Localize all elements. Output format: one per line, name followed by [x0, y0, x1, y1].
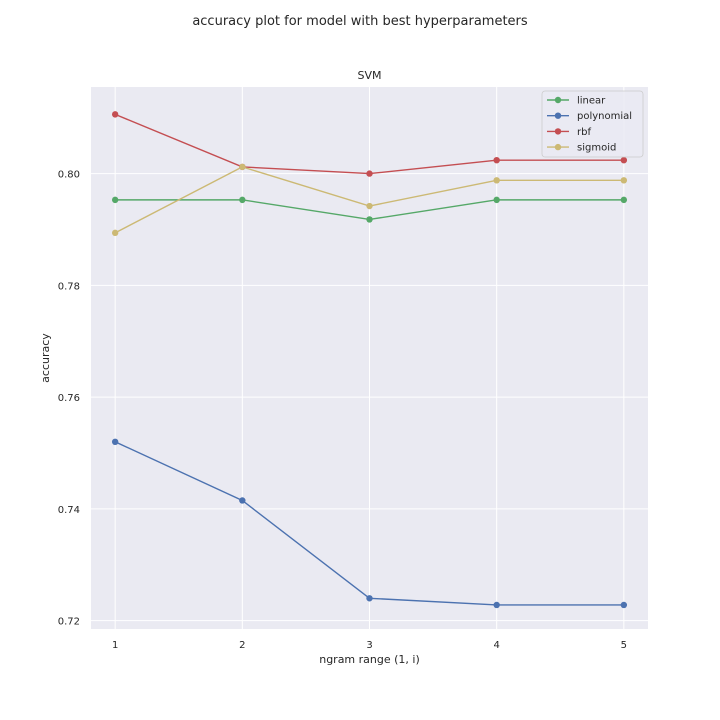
data-point [620, 196, 628, 204]
figure-title: accuracy plot for model with best hyperp… [192, 14, 528, 29]
data-point [111, 438, 119, 446]
legend-swatch-marker [554, 143, 562, 151]
data-point [620, 156, 628, 164]
series-linear [111, 196, 628, 223]
series-polynomial [111, 438, 628, 609]
legend-label: linear [577, 96, 606, 107]
legend-box [541, 90, 644, 158]
legend-swatch-marker [554, 112, 562, 119]
legend-label: sigmoid [577, 143, 616, 154]
chart-title: SVM [358, 69, 382, 82]
legend-label: polynomial [577, 111, 632, 122]
data-point [111, 229, 119, 237]
x-tick-label: 3 [366, 640, 372, 651]
series-layer [111, 111, 628, 609]
y-tick-label: 0.80 [58, 170, 80, 181]
data-point [620, 601, 628, 609]
data-point [366, 216, 373, 223]
data-point [620, 177, 628, 184]
data-point [239, 163, 246, 171]
series-sigmoid [111, 163, 628, 237]
x-tick-label: 5 [621, 640, 627, 651]
y-tick-label: 0.78 [58, 281, 80, 292]
legend: linear polynomial rbf sigmoid [541, 90, 644, 158]
y-tick-label: 0.76 [58, 393, 80, 404]
data-point [239, 497, 246, 504]
data-point [111, 196, 119, 204]
y-axis-label: accuracy [39, 333, 52, 383]
data-point [493, 196, 500, 204]
tick-labels: 1 2 3 4 5 0.72 0.74 0.76 0.78 0.80 [58, 170, 627, 651]
series-rbf [111, 111, 628, 177]
data-point [493, 601, 500, 609]
legend-label: rbf [577, 127, 591, 138]
x-axis-label: ngram range (1, i) [319, 653, 420, 666]
data-point [366, 170, 373, 177]
y-tick-label: 0.72 [58, 617, 80, 628]
x-tick-label: 1 [112, 640, 118, 651]
legend-swatch-marker [554, 96, 562, 104]
data-point [493, 156, 500, 164]
data-point [366, 202, 373, 210]
x-tick-label: 2 [239, 640, 245, 651]
legend-swatch-marker [554, 128, 562, 135]
data-point [366, 595, 373, 602]
data-point [493, 177, 500, 184]
data-point [239, 196, 246, 204]
x-tick-label: 4 [493, 640, 499, 651]
data-point [111, 111, 119, 118]
y-tick-label: 0.74 [58, 505, 80, 516]
